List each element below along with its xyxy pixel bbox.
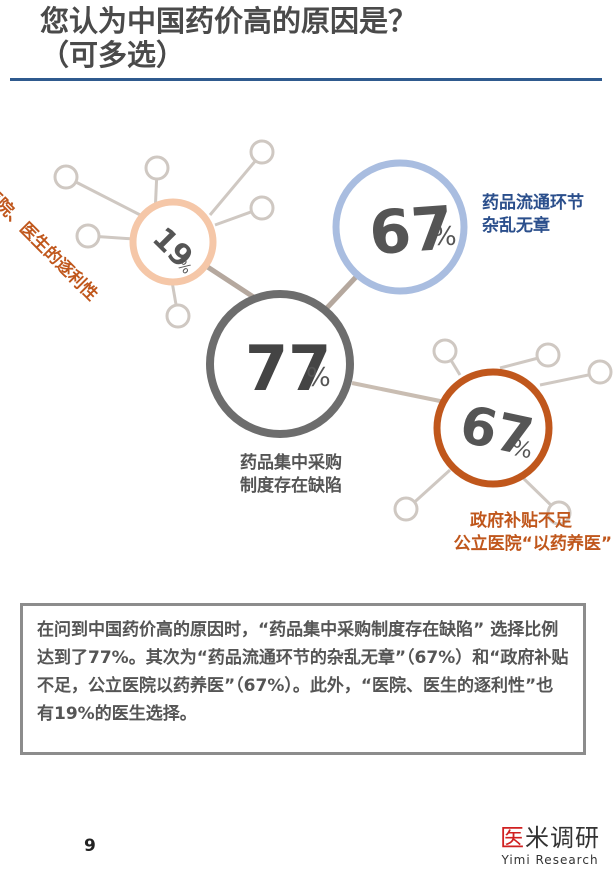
- node-value-77: 77: [245, 332, 331, 405]
- label-top-right-line2: 杂乱无章: [482, 216, 550, 236]
- label-center-line1: 药品集中采购: [240, 453, 342, 473]
- node-value-67-bottom: 67: [455, 395, 538, 469]
- label-bottom-right-line1: 政府补贴不足: [470, 511, 572, 531]
- page-number: 9: [84, 836, 96, 856]
- node-value-67-top: 67: [367, 193, 455, 269]
- node-unit-67-bottom: %: [509, 436, 535, 465]
- label-center-line2: 制度存在缺陷: [240, 476, 342, 496]
- summary-text: 在问到中国药价高的原因时，“药品集中采购制度存在缺陷” 选择比例达到了77%。其…: [37, 620, 569, 724]
- label-center: 药品集中采购 制度存在缺陷: [240, 452, 342, 498]
- page-title: 您认为中国药价高的原因是？ （可多选）: [40, 4, 600, 72]
- label-top-right: 药品流通环节 杂乱无章: [482, 192, 584, 238]
- connector-center-topleft: [198, 259, 260, 303]
- brand-logo: 医米调研 Yimi Research: [490, 818, 610, 867]
- satellite-node: [249, 139, 275, 165]
- satellite-node: [587, 359, 613, 385]
- label-bottom-right-line2: 公立医院“以药养医”: [453, 534, 612, 554]
- satellite-node: [393, 496, 419, 522]
- brand-cn-first: 医: [500, 824, 525, 852]
- satellite-node: [144, 155, 170, 181]
- brand-name-en: Yimi Research: [501, 853, 599, 867]
- label-bottom-right: 政府补贴不足 公立医院“以药养医”: [402, 510, 612, 556]
- satellite-node: [546, 500, 572, 526]
- title-line-1: 您认为中国药价高的原因是？: [40, 4, 418, 38]
- satellite-node: [53, 164, 79, 190]
- summary-box: 在问到中国药价高的原因时，“药品集中采购制度存在缺陷” 选择比例达到了77%。其…: [20, 603, 586, 755]
- node-circle-77: [206, 290, 354, 438]
- connector-center-bottomright: [351, 381, 446, 404]
- title-divider: [10, 78, 602, 81]
- node-circle-67-top: [332, 159, 468, 295]
- brand-name-cn: 医米调研: [490, 818, 610, 853]
- satellite-node: [165, 303, 191, 329]
- label-top-right-line1: 药品流通环节: [482, 193, 584, 213]
- node-circle-67-bottom: [433, 368, 553, 488]
- brand-cn-rest: 米调研: [525, 824, 600, 852]
- satellite-node: [249, 195, 275, 221]
- satellite-node: [535, 342, 561, 368]
- title-line-2: （可多选）: [40, 38, 186, 72]
- node-unit-77: %: [306, 363, 331, 393]
- reasons-diagram: 19 % 67 % 77 % 67 %: [53, 139, 613, 526]
- satellite-node: [75, 223, 101, 249]
- satellite-node: [432, 338, 458, 364]
- node-circle-19: [129, 198, 217, 286]
- node-unit-67-top: %: [432, 222, 457, 252]
